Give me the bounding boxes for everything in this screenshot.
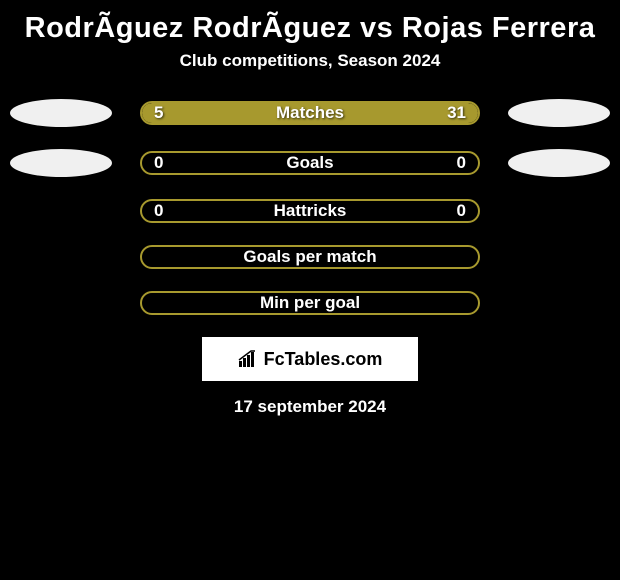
- chart-icon: [238, 350, 260, 368]
- stat-value-right: 0: [457, 201, 466, 221]
- stat-bar: 0 0 Hattricks: [140, 199, 480, 223]
- stat-value-right: 31: [447, 103, 466, 123]
- brand-logo-text: FcTables.com: [264, 349, 383, 370]
- stat-bar: Goals per match: [140, 245, 480, 269]
- stat-row: Goals per match: [0, 245, 620, 269]
- stat-label: Hattricks: [274, 201, 347, 221]
- stat-bar: Min per goal: [140, 291, 480, 315]
- stat-bar: 5 31 Matches: [140, 101, 480, 125]
- date-label: 17 september 2024: [0, 397, 620, 417]
- stat-label: Min per goal: [260, 293, 360, 313]
- stat-value-right: 0: [457, 153, 466, 173]
- stat-value-left: 0: [154, 201, 163, 221]
- player-flag-right: [508, 99, 610, 127]
- brand-logo-box[interactable]: FcTables.com: [202, 337, 418, 381]
- player-flag-left: [10, 149, 112, 177]
- player-flag-left: [10, 99, 112, 127]
- comparison-title: RodrÃ­guez RodrÃ­guez vs Rojas Ferrera: [0, 8, 620, 51]
- stat-bar: 0 0 Goals: [140, 151, 480, 175]
- stat-row: 0 0 Hattricks: [0, 199, 620, 223]
- stat-label: Goals per match: [243, 247, 376, 267]
- stat-value-left: 5: [154, 103, 163, 123]
- stat-label: Goals: [286, 153, 333, 173]
- stat-row: 5 31 Matches: [0, 99, 620, 127]
- stat-row: Min per goal: [0, 291, 620, 315]
- comparison-subtitle: Club competitions, Season 2024: [0, 51, 620, 99]
- stat-value-left: 0: [154, 153, 163, 173]
- stat-label: Matches: [276, 103, 344, 123]
- stat-row: 0 0 Goals: [0, 149, 620, 177]
- comparison-widget: RodrÃ­guez RodrÃ­guez vs Rojas Ferrera C…: [0, 0, 620, 417]
- stats-list: 5 31 Matches 0 0 Goals 0 0 Hattricks Goals per ma…: [0, 99, 620, 315]
- stat-fill-left: [142, 103, 202, 123]
- player-flag-right: [508, 149, 610, 177]
